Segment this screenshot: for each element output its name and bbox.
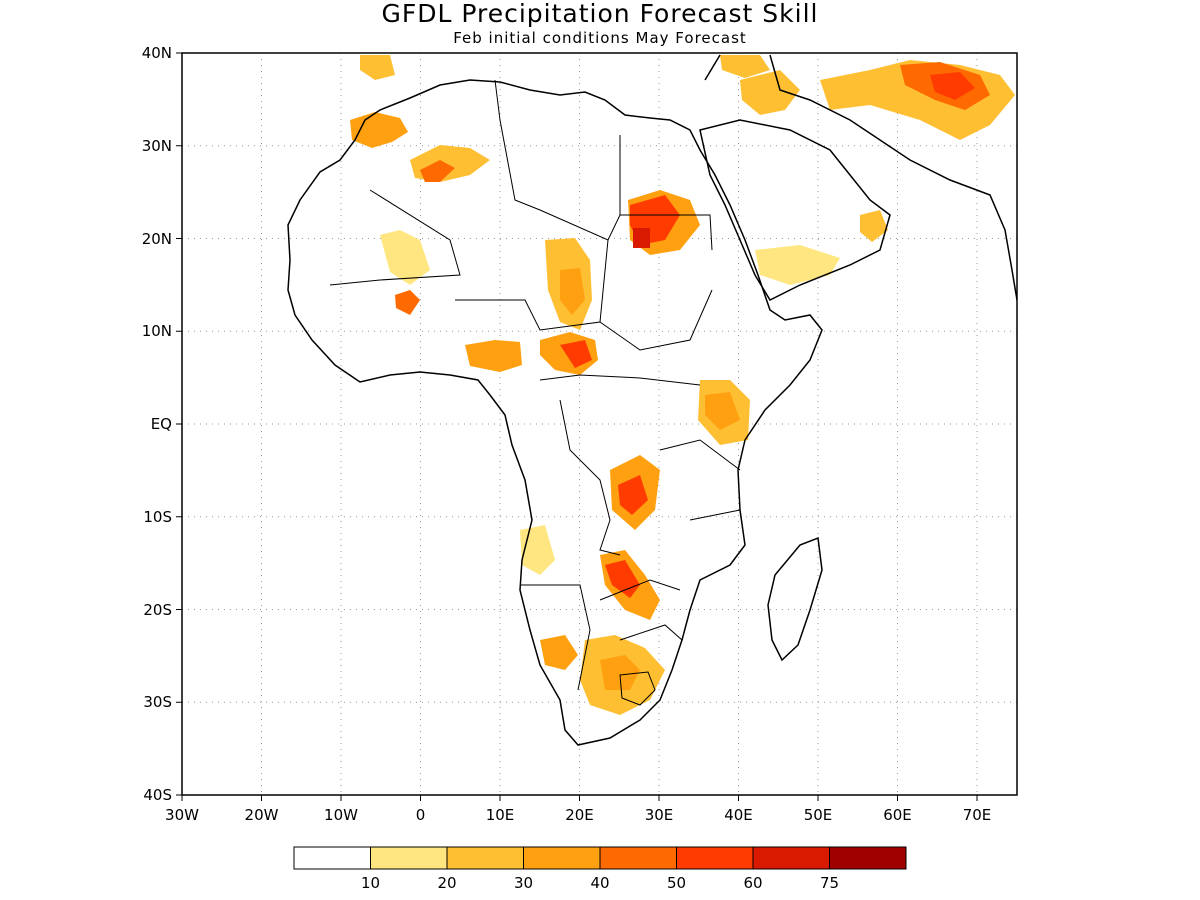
colorbar-swatch xyxy=(829,846,907,870)
lon-label: 20W xyxy=(245,806,279,824)
colorbar-label: 40 xyxy=(590,874,609,892)
country-borders xyxy=(329,79,741,706)
lat-label: 40S xyxy=(143,786,172,804)
colorbar-label: 75 xyxy=(820,874,839,892)
lon-label: 70E xyxy=(963,806,992,824)
lat-label: 10S xyxy=(143,508,172,526)
colorbar-label: 50 xyxy=(667,874,686,892)
lon-label: 30W xyxy=(165,806,199,824)
lat-label: 20N xyxy=(142,230,172,248)
colorbar-label: 30 xyxy=(514,874,533,892)
colorbar-swatch xyxy=(523,846,601,870)
colorbar-swatch xyxy=(293,846,371,870)
colorbar-label: 20 xyxy=(437,874,456,892)
lat-label: 20S xyxy=(143,601,172,619)
lon-label: 60E xyxy=(883,806,912,824)
lat-label: 30S xyxy=(143,693,172,711)
colorbar: 10 20 30 40 50 60 75 xyxy=(293,846,907,892)
axis-ticks xyxy=(176,52,978,801)
colorbar-swatch xyxy=(676,846,754,870)
lat-labels: 40N 30N 20N 10N EQ 10S 20S 30S 40S xyxy=(142,44,172,804)
lon-label: 50E xyxy=(804,806,833,824)
lon-label: 20E xyxy=(565,806,594,824)
colorbar-label: 60 xyxy=(743,874,762,892)
lat-label: 10N xyxy=(142,322,172,340)
skill-shading xyxy=(350,55,1015,715)
lat-label: 40N xyxy=(142,44,172,62)
colorbar-swatch xyxy=(752,846,830,870)
colorbar-swatch xyxy=(370,846,448,870)
lon-label: 40E xyxy=(724,806,753,824)
lon-label: 0 xyxy=(416,806,426,824)
map-title: GFDL Precipitation Forecast Skill xyxy=(381,0,819,28)
lon-label: 10E xyxy=(486,806,515,824)
lat-label: EQ xyxy=(151,415,172,433)
colorbar-label: 10 xyxy=(361,874,380,892)
lon-label: 10W xyxy=(324,806,358,824)
colorbar-swatch xyxy=(599,846,677,870)
lat-label: 30N xyxy=(142,137,172,155)
lon-labels: 30W 20W 10W 0 10E 20E 30E 40E 50E 60E 70… xyxy=(165,806,991,824)
map-subtitle: Feb initial conditions May Forecast xyxy=(453,29,747,47)
lon-label: 30E xyxy=(645,806,674,824)
colorbar-swatch xyxy=(446,846,524,870)
coastline xyxy=(287,54,1018,746)
